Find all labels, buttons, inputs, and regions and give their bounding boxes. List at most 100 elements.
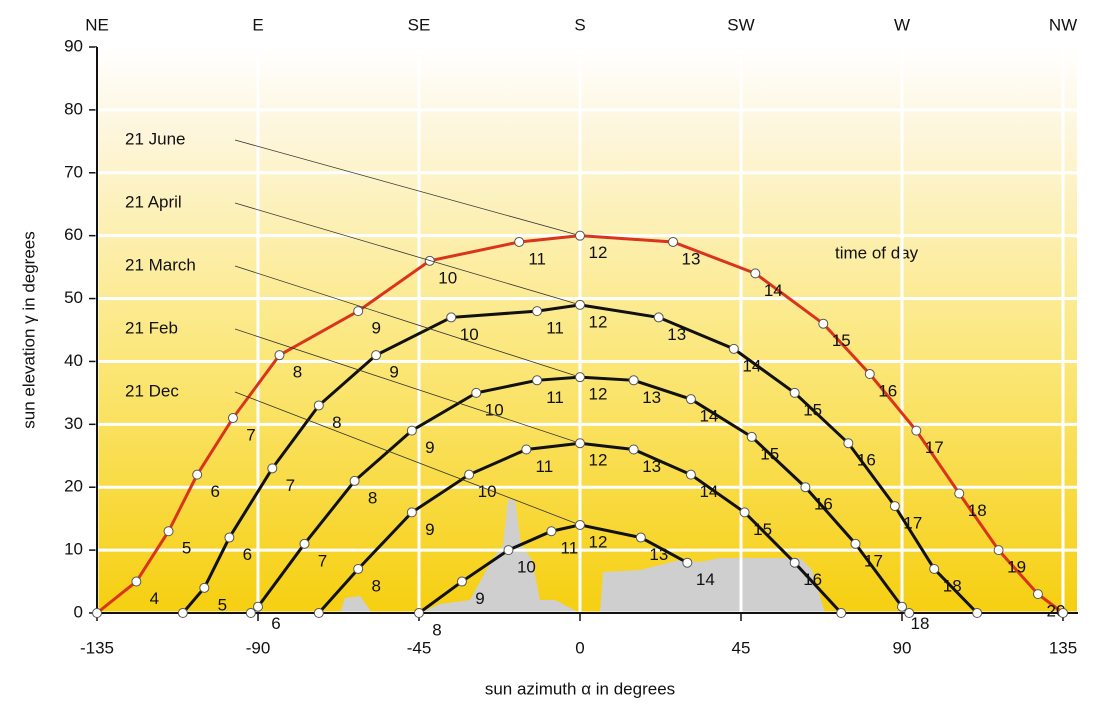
leader-line (234, 202, 581, 306)
hour-marker (521, 444, 532, 455)
hour-label: 5 (218, 595, 227, 614)
hour-label: 10 (485, 400, 504, 419)
hour-marker (750, 268, 761, 279)
x-tick-label: 135 (1049, 638, 1077, 657)
hour-label: 5 (182, 539, 191, 558)
hour-label: 7 (318, 551, 327, 570)
hour-marker (682, 557, 693, 568)
leader-line (234, 391, 581, 526)
legend-label: 21 April (125, 192, 182, 211)
hour-label: 16 (814, 495, 833, 514)
hour-label: 10 (438, 268, 457, 287)
leader-line (234, 328, 581, 444)
leader-line (234, 265, 581, 378)
hour-marker (929, 563, 940, 574)
hour-marker (224, 532, 235, 543)
hour-label: 17 (925, 438, 944, 457)
hour-marker (668, 236, 679, 247)
hour-marker (836, 608, 847, 618)
hour-label: 18 (943, 576, 962, 595)
hour-marker (1058, 608, 1068, 618)
hour-marker (353, 306, 364, 317)
hour-label: 11 (546, 319, 564, 338)
x-axis-title: sun azimuth α in degrees (485, 679, 675, 698)
sun-path (181, 303, 979, 615)
y-tick-label: 90 (64, 36, 83, 55)
hour-marker (313, 608, 324, 618)
compass-label: NE (85, 15, 109, 34)
y-tick-label: 60 (64, 225, 83, 244)
legend-label: 21 March (125, 255, 196, 274)
hour-marker (546, 526, 557, 537)
hour-marker (131, 576, 142, 587)
hour-label: 9 (425, 520, 434, 539)
hour-label: 4 (150, 589, 159, 608)
hour-marker (628, 375, 639, 386)
hour-label: 14 (699, 482, 718, 501)
hour-marker (514, 236, 525, 247)
hour-label: 9 (371, 319, 380, 338)
hour-label: 8 (368, 488, 377, 507)
hour-label: 14 (764, 281, 783, 300)
skyline (340, 500, 825, 613)
hour-label: 8 (371, 576, 380, 595)
hour-marker (575, 230, 585, 241)
hour-marker (192, 469, 203, 480)
y-tick-label: 10 (64, 540, 83, 559)
hour-label: 8 (332, 413, 341, 432)
hour-marker (471, 387, 482, 398)
hour-label: 13 (682, 249, 701, 268)
hour-label: 15 (753, 520, 772, 539)
compass-label: SW (727, 15, 754, 34)
hour-label: 7 (246, 426, 255, 445)
hour-marker (635, 532, 646, 543)
hour-label: 10 (460, 325, 479, 344)
hour-label: 16 (878, 382, 897, 401)
hour-label: 17 (864, 551, 883, 570)
hour-label: 16 (803, 570, 822, 589)
hour-marker (353, 563, 364, 574)
hour-label: 14 (699, 407, 718, 426)
hour-marker (446, 312, 457, 323)
hour-label: 14 (742, 356, 761, 375)
hour-label: 8 (432, 620, 441, 639)
hour-marker (575, 438, 585, 449)
hour-marker (728, 343, 739, 354)
hour-label: 13 (649, 545, 668, 564)
hour-marker (227, 413, 238, 424)
hour-marker (406, 425, 417, 436)
hour-label: 8 (293, 363, 302, 382)
hour-marker (972, 608, 983, 618)
x-tick-label: 90 (893, 638, 912, 657)
hour-label: 14 (696, 570, 715, 589)
y-tick-label: 80 (64, 99, 83, 118)
hour-label: 11 (561, 539, 579, 558)
compass-label: S (574, 15, 585, 34)
hour-marker (904, 608, 915, 618)
hour-label: 6 (243, 545, 252, 564)
hour-label: 10 (517, 558, 536, 577)
hour-marker (685, 469, 696, 480)
hour-label: 13 (642, 388, 661, 407)
hour-marker (92, 608, 102, 618)
hour-marker (575, 372, 585, 383)
compass-label: NW (1049, 15, 1077, 34)
hour-marker (267, 463, 278, 474)
hour-marker (299, 538, 310, 549)
hour-marker (685, 394, 696, 405)
hour-marker (199, 582, 210, 593)
hour-marker (789, 387, 800, 398)
hour-marker (789, 557, 800, 568)
annotation: time of day (835, 243, 919, 262)
hour-marker (406, 507, 417, 518)
hour-marker (532, 375, 543, 386)
x-tick-label: 0 (575, 638, 584, 657)
y-tick-label: 20 (64, 477, 83, 496)
y-axis-title: sun elevation γ in degrees (19, 231, 38, 429)
hour-label: 7 (286, 476, 295, 495)
hour-label: 10 (478, 482, 497, 501)
hour-marker (1032, 589, 1043, 600)
hour-marker (414, 608, 424, 618)
hour-marker (371, 350, 382, 361)
hour-marker (575, 299, 585, 310)
